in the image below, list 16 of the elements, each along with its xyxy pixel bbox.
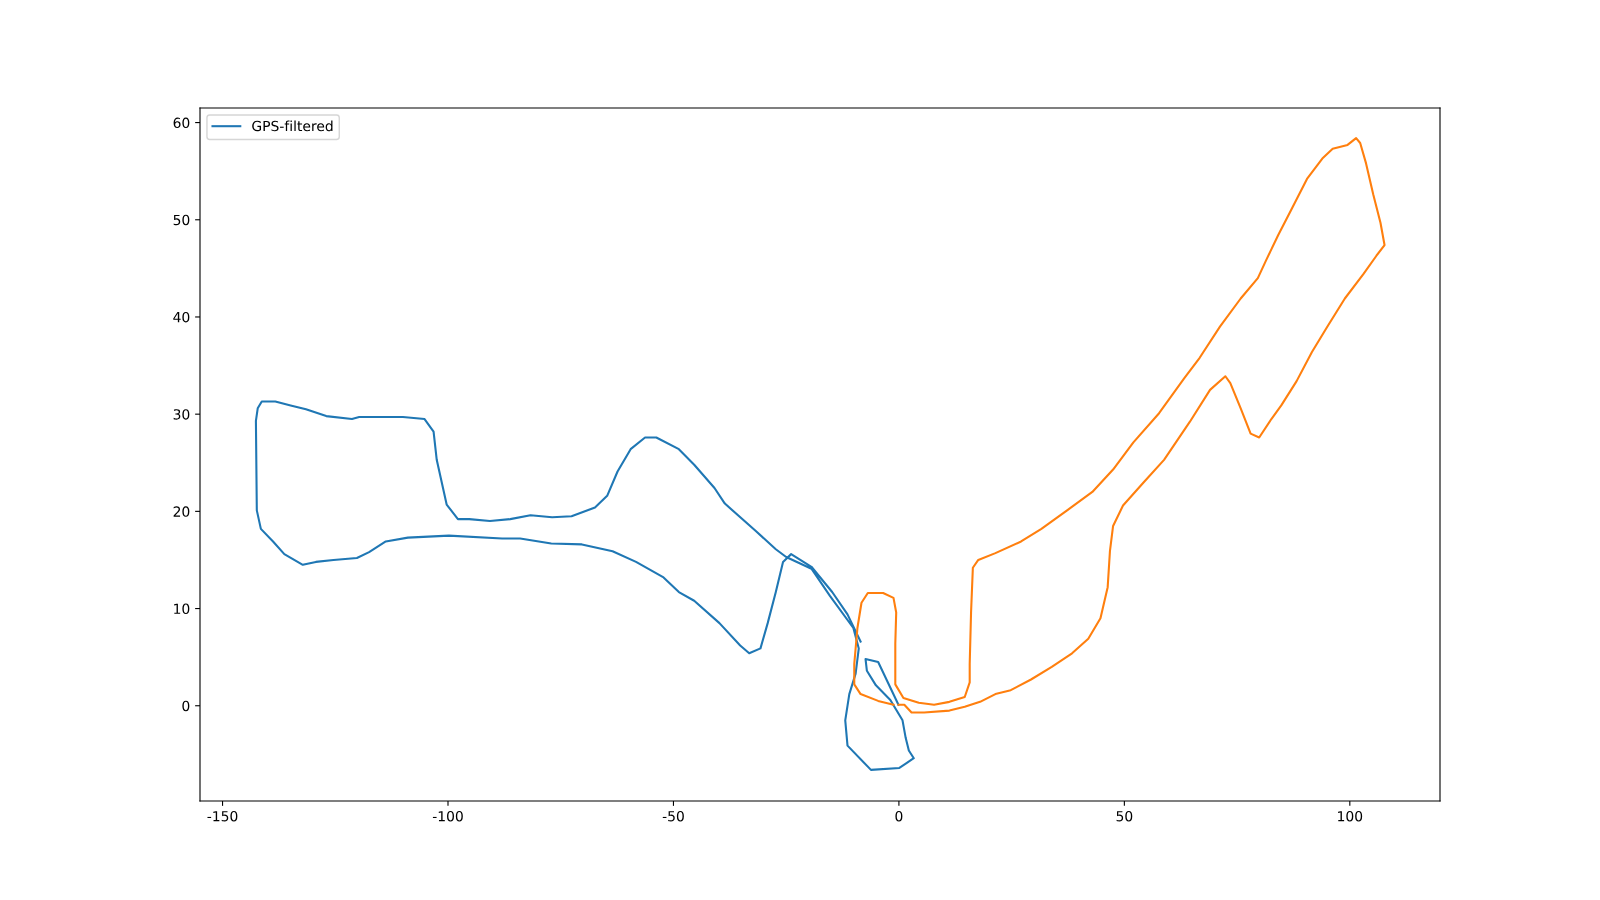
y-tick-label: 30 bbox=[173, 409, 190, 420]
y-tick-label: 20 bbox=[173, 506, 190, 517]
y-tick-label: 40 bbox=[173, 311, 190, 323]
x-tick-label: -150 bbox=[207, 810, 238, 822]
x-tick-label: 50 bbox=[1116, 810, 1133, 822]
y-tick-label: 60 bbox=[173, 117, 190, 129]
legend-label: GPS-filtered bbox=[252, 120, 333, 132]
x-tick-label: 0 bbox=[895, 810, 903, 822]
x-tick-label: -100 bbox=[432, 810, 463, 822]
line-series bbox=[254, 400, 915, 771]
line-series bbox=[853, 137, 1386, 714]
x-tick-label: -50 bbox=[662, 810, 684, 822]
x-tick-label: 100 bbox=[1338, 810, 1363, 822]
y-tick-label: 10 bbox=[174, 603, 190, 615]
y-tick-label: 50 bbox=[173, 214, 190, 226]
y-tick-label: 0 bbox=[182, 700, 190, 712]
